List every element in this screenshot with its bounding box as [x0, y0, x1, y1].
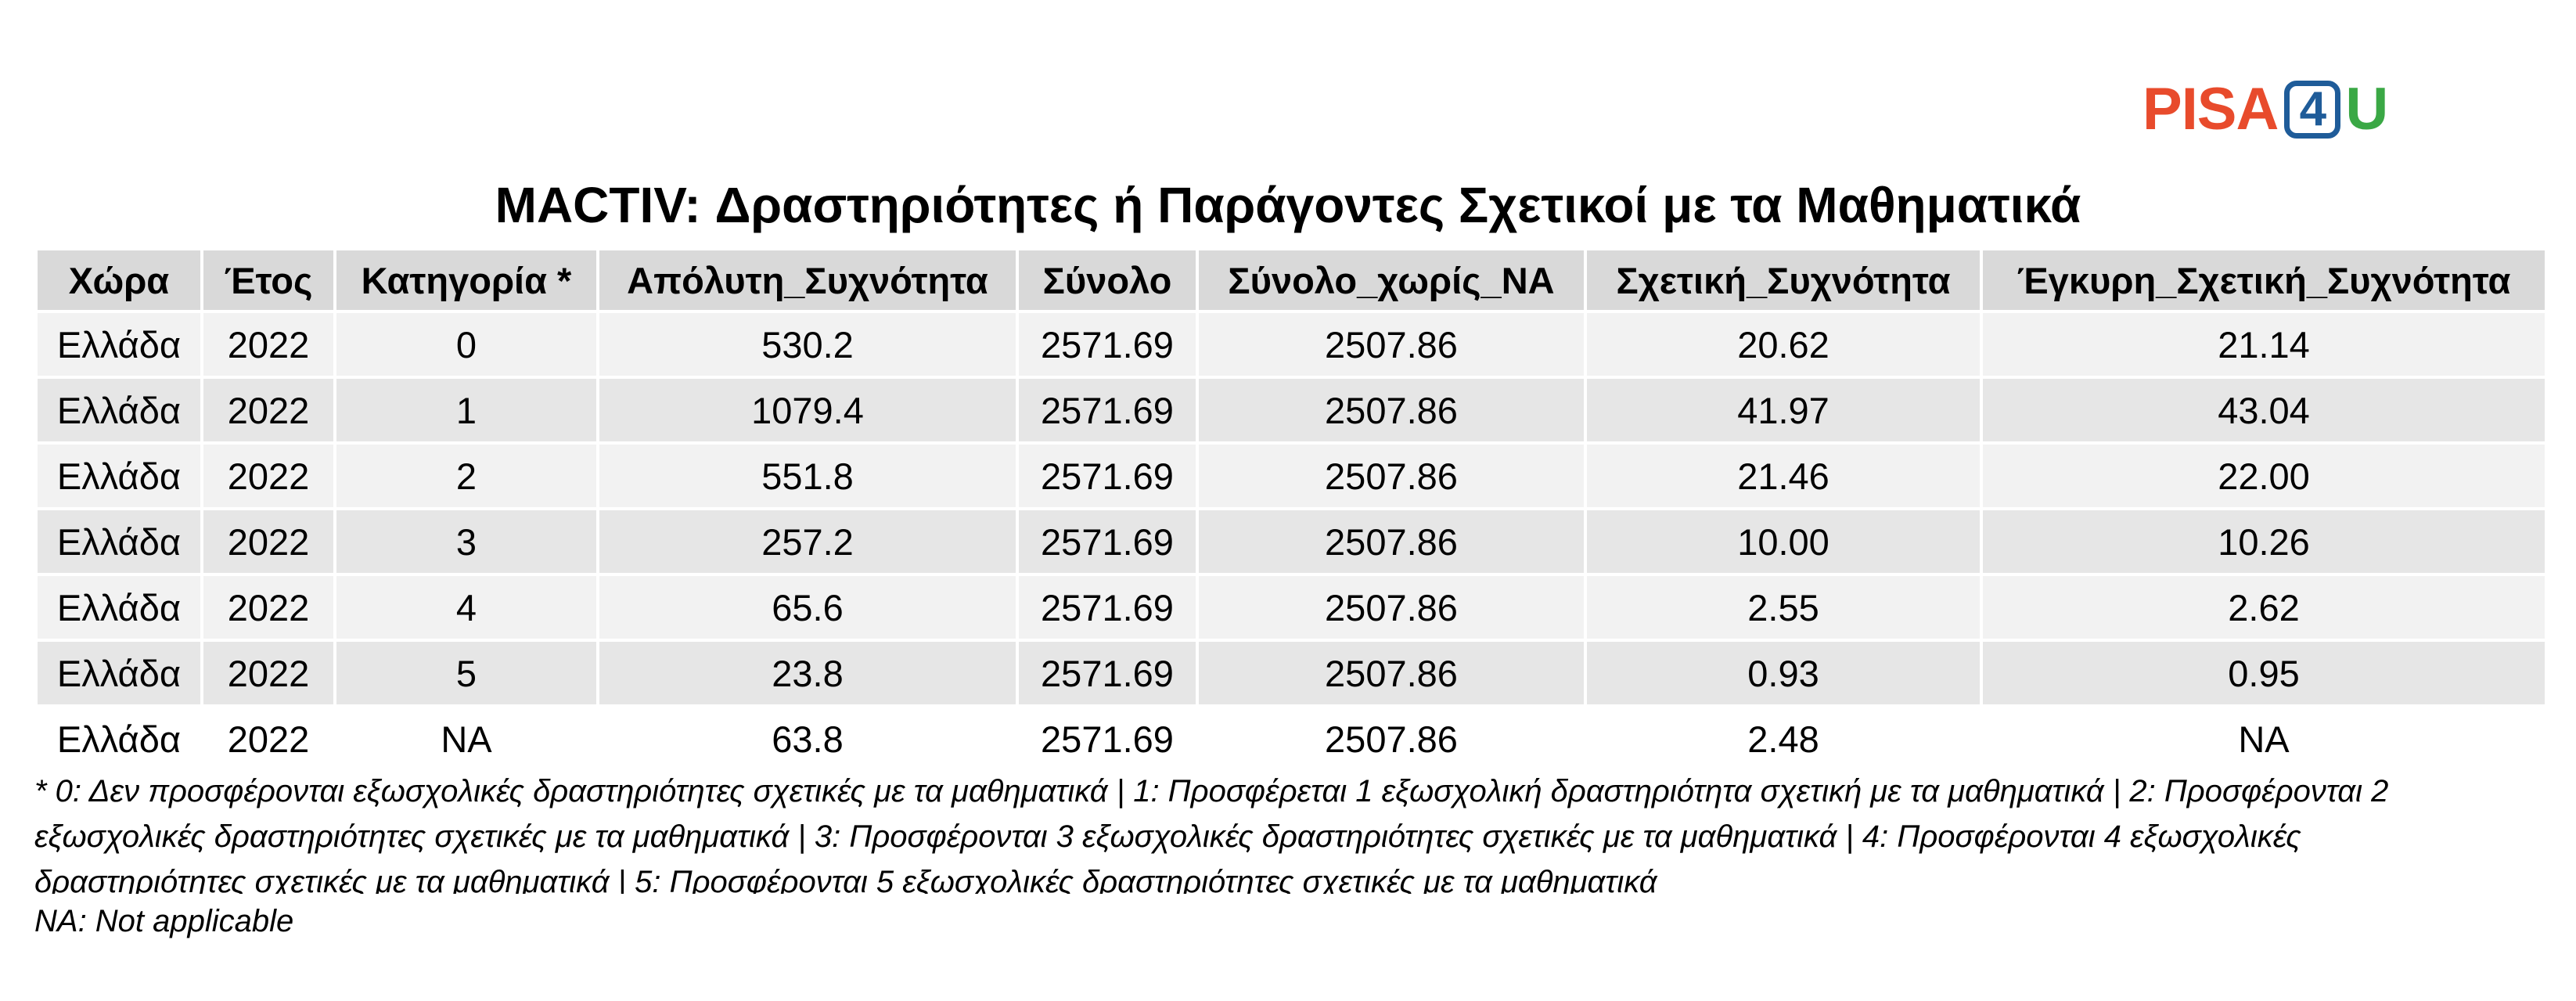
table-cell: 0.93 [1584, 639, 1983, 708]
column-header: Χώρα [34, 247, 203, 313]
table-cell: 21.46 [1584, 441, 1983, 510]
column-header: Σύνολο_χωρίς_NA [1196, 247, 1587, 313]
table-cell: 257.2 [596, 507, 1019, 576]
table-header-row: Χώρα Έτος Κατηγορία * Απόλυτη_Συχνότητα Σύνο… [34, 247, 2548, 313]
column-header: Σύνολο [1016, 247, 1199, 313]
table-cell: 2507.86 [1196, 639, 1587, 708]
table-cell: 2 [333, 441, 599, 510]
table-cell: 1 [333, 376, 599, 445]
table-cell: Ελλάδα [34, 376, 203, 445]
page-title: MACTIV: Δραστηριότητες ή Παράγοντες Σχετ… [495, 177, 2081, 233]
table-cell: 2.48 [1584, 704, 1983, 773]
table-cell: 3 [333, 507, 599, 576]
pisa4u-logo: PISA 4 U [2142, 76, 2388, 142]
table-cell: Ελλάδα [34, 507, 203, 576]
table-cell: 5 [333, 639, 599, 708]
table-cell: 2571.69 [1016, 573, 1199, 642]
table-cell: 2571.69 [1016, 507, 1199, 576]
table-cell: Ελλάδα [34, 441, 203, 510]
table-cell: 0 [333, 310, 599, 379]
table-cell: Ελλάδα [34, 573, 203, 642]
table-cell: 0.95 [1980, 639, 2548, 708]
table-cell: 4 [333, 573, 599, 642]
column-header: Σχετική_Συχνότητα [1584, 247, 1983, 313]
table-cell: 2571.69 [1016, 310, 1199, 379]
table-cell: 551.8 [596, 441, 1019, 510]
table-row: Ελλάδα 2022 1 1079.4 2571.69 2507.86 41.97 43.0… [34, 376, 2548, 445]
table-row: Ελλάδα 2022 NA 63.8 2571.69 2507.86 2.48 NA [34, 704, 2548, 773]
table-cell: 2507.86 [1196, 704, 1587, 773]
column-header: Έγκυρη_Σχετική_Συχνότητα [1980, 247, 2548, 313]
table-cell: 2507.86 [1196, 310, 1587, 379]
table-cell: 10.26 [1980, 507, 2548, 576]
table-cell: 22.00 [1980, 441, 2548, 510]
column-header: Κατηγορία * [333, 247, 599, 313]
table-cell: 2571.69 [1016, 704, 1199, 773]
table-row: Ελλάδα 2022 2 551.8 2571.69 2507.86 21.46 22.00 [34, 441, 2548, 510]
table-cell: 2.62 [1980, 573, 2548, 642]
frequency-table: Χώρα Έτος Κατηγορία * Απόλυτη_Συχνότητα Σύνο… [34, 247, 2548, 773]
table-cell: Ελλάδα [34, 639, 203, 708]
table-cell: 2507.86 [1196, 441, 1587, 510]
table-cell: 63.8 [596, 704, 1019, 773]
table-cell: 2022 [200, 376, 336, 445]
table-cell: 2571.69 [1016, 639, 1199, 708]
table-cell: 2507.86 [1196, 376, 1587, 445]
table-cell: 23.8 [596, 639, 1019, 708]
table-cell: 2507.86 [1196, 507, 1587, 576]
table-cell: 2022 [200, 310, 336, 379]
table-cell: 2022 [200, 507, 336, 576]
table-cell: NA [333, 704, 599, 773]
table-cell: Ελλάδα [34, 704, 203, 773]
logo-text-four: 4 [2284, 81, 2341, 139]
table-row: Ελλάδα 2022 4 65.6 2571.69 2507.86 2.55 2.62 [34, 573, 2548, 642]
table-cell: 65.6 [596, 573, 1019, 642]
table-cell: 10.00 [1584, 507, 1983, 576]
table-cell: 43.04 [1980, 376, 2548, 445]
table-cell: 2571.69 [1016, 441, 1199, 510]
logo-text-pisa: PISA [2142, 76, 2279, 142]
table-cell: Ελλάδα [34, 310, 203, 379]
table-cell: 2022 [200, 573, 336, 642]
table-row: Ελλάδα 2022 5 23.8 2571.69 2507.86 0.93 0.95 [34, 639, 2548, 708]
table-cell: 2.55 [1584, 573, 1983, 642]
table-cell: 2022 [200, 639, 336, 708]
table-row: Ελλάδα 2022 3 257.2 2571.69 2507.86 10.00 10.26 [34, 507, 2548, 576]
table-cell: 2507.86 [1196, 573, 1587, 642]
logo-text-u: U [2345, 76, 2388, 142]
table-cell: 20.62 [1584, 310, 1983, 379]
table-cell: 21.14 [1980, 310, 2548, 379]
table-body: Ελλάδα 2022 0 530.2 2571.69 2507.86 20.62 21.14… [34, 310, 2548, 773]
category-footnote: * 0: Δεν προσφέρονται εξωσχολικές δραστη… [34, 774, 2389, 894]
table-cell: 2022 [200, 704, 336, 773]
table-cell: 530.2 [596, 310, 1019, 379]
table-cell: 1079.4 [596, 376, 1019, 445]
table-cell: 2022 [200, 441, 336, 510]
table-cell: NA [1980, 704, 2548, 773]
na-note: NA: Not applicable [34, 904, 294, 938]
table-cell: 2571.69 [1016, 376, 1199, 445]
column-header: Απόλυτη_Συχνότητα [596, 247, 1019, 313]
column-header: Έτος [200, 247, 336, 313]
table-cell: 41.97 [1584, 376, 1983, 445]
table-row: Ελλάδα 2022 0 530.2 2571.69 2507.86 20.62 21.14 [34, 310, 2548, 379]
